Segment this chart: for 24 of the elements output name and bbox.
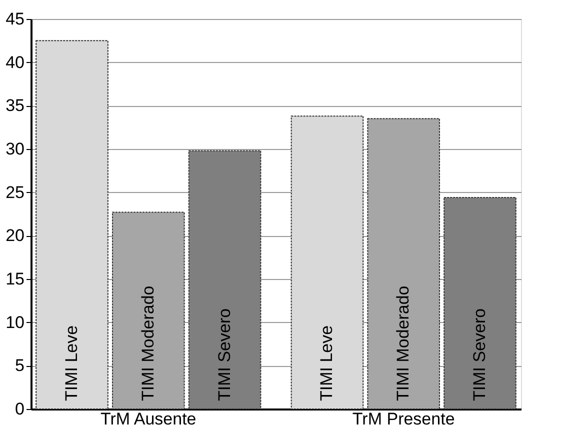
bar [444,197,516,410]
y-tick-label: 35 [6,96,24,116]
bar [188,150,262,410]
y-tick-label: 0 [15,400,24,418]
y-tick-label: 5 [15,356,24,376]
y-tick-label: 15 [6,270,24,288]
y-tick-label: 45 [6,10,24,28]
text: TIMI Moderado [394,286,413,401]
series-label: TIMI Severo [214,308,234,401]
text: TIMI Leve [317,325,336,401]
y-tick-label: 40 [6,52,24,72]
x-tick-label: TrM Presente [352,410,455,428]
y-tick-label: 30 [6,140,24,158]
bar [367,118,440,410]
bar [290,116,364,410]
text: TIMI Severo [470,308,489,401]
y-tick-label: 25 [6,182,24,202]
bar [36,40,108,410]
series-label: TIMI Leve [62,325,82,401]
bar [112,212,185,410]
series-label: TIMI Moderado [138,286,158,401]
x-tick-label: TrM Ausente [100,410,196,428]
y-tick-label: 20 [6,226,24,246]
y-tick-label: 10 [6,312,24,332]
